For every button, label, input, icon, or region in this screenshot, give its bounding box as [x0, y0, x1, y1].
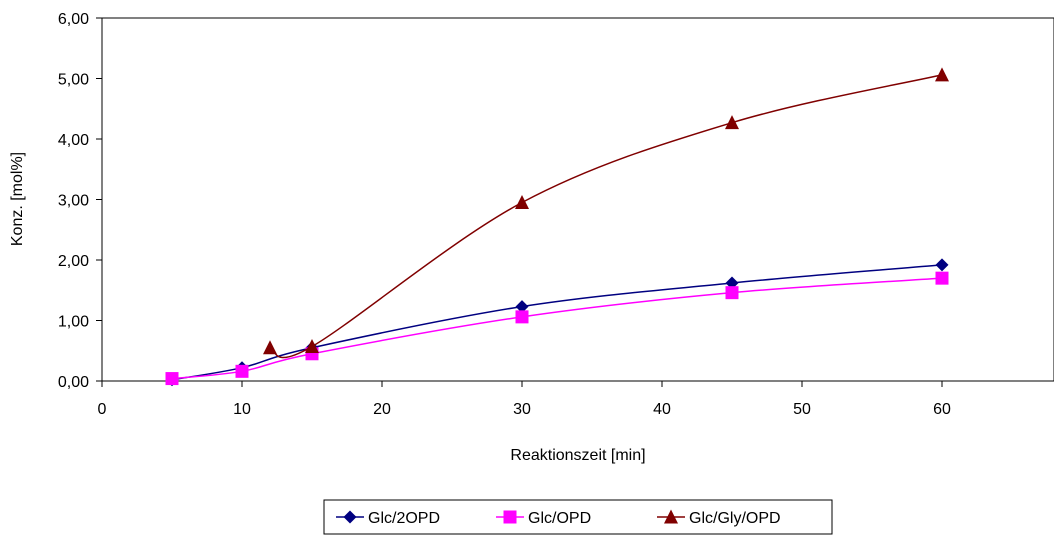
data-point	[263, 340, 277, 355]
y-tick-label: 0,00	[58, 374, 89, 391]
data-point	[235, 364, 249, 378]
x-axis-ticks: 0 10 20 30 40 50 60	[98, 381, 951, 418]
data-point	[935, 67, 949, 82]
data-point	[935, 258, 949, 272]
data-point	[725, 115, 739, 130]
plot-area	[101, 17, 1054, 382]
legend-label: Glc/Gly/OPD	[689, 510, 781, 527]
y-tick-label: 6,00	[58, 11, 89, 28]
legend-marker	[503, 510, 517, 524]
x-tick-label: 20	[373, 401, 391, 418]
series-glc-gly-opd	[263, 67, 949, 359]
y-tick-label: 1,00	[58, 314, 89, 331]
y-axis-title: Konz. [mol%]	[9, 152, 26, 246]
legend-marker	[343, 510, 357, 524]
x-tick-label: 50	[793, 401, 811, 418]
legend-box	[323, 499, 833, 535]
legend-label: Glc/2OPD	[368, 510, 440, 527]
x-tick-label: 10	[233, 401, 251, 418]
x-tick-label: 0	[98, 401, 107, 418]
x-axis-title: Reaktionszeit [min]	[510, 447, 645, 464]
data-point	[935, 271, 949, 285]
y-tick-label: 2,00	[58, 253, 89, 270]
x-tick-label: 60	[933, 401, 951, 418]
x-tick-label: 30	[513, 401, 531, 418]
data-point	[165, 372, 179, 386]
x-tick-label: 40	[653, 401, 671, 418]
legend-marker	[664, 509, 678, 524]
y-tick-label: 3,00	[58, 193, 89, 210]
y-tick-label: 4,00	[58, 132, 89, 149]
legend-label: Glc/OPD	[528, 510, 591, 527]
y-tick-label: 5,00	[58, 72, 89, 89]
data-point	[515, 300, 529, 314]
data-point	[515, 195, 529, 210]
legend: Glc/2OPD Glc/OPD Glc/Gly/OPD	[323, 499, 833, 535]
data-point	[305, 339, 319, 354]
data-point	[515, 310, 529, 324]
y-axis-ticks: 0,00 1,00 2,00 3,00 4,00 5,00 6,00	[58, 11, 102, 391]
data-point	[725, 286, 739, 300]
series-layer	[165, 67, 949, 387]
